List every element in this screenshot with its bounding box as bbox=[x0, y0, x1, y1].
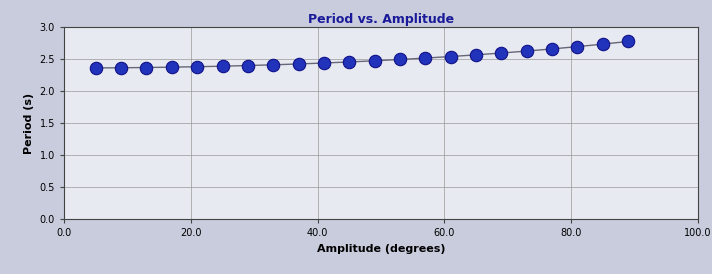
Point bbox=[268, 63, 279, 67]
Point bbox=[216, 64, 228, 68]
Point bbox=[419, 56, 431, 60]
Point bbox=[166, 65, 177, 69]
Point bbox=[470, 53, 481, 57]
Point bbox=[115, 65, 127, 70]
Point bbox=[622, 39, 634, 44]
Title: Period vs. Amplitude: Period vs. Amplitude bbox=[308, 13, 454, 26]
Point bbox=[90, 66, 101, 70]
Point bbox=[293, 62, 304, 66]
Point bbox=[242, 63, 253, 68]
Point bbox=[445, 54, 456, 59]
Point bbox=[141, 65, 152, 70]
X-axis label: Amplitude (degrees): Amplitude (degrees) bbox=[317, 244, 445, 254]
Point bbox=[192, 64, 203, 69]
Point bbox=[394, 57, 406, 62]
Point bbox=[546, 47, 557, 51]
Point bbox=[343, 60, 355, 64]
Point bbox=[597, 42, 608, 46]
Point bbox=[496, 51, 507, 55]
Y-axis label: Period (s): Period (s) bbox=[24, 93, 34, 154]
Point bbox=[572, 44, 583, 49]
Point bbox=[318, 61, 330, 65]
Point bbox=[369, 59, 380, 63]
Point bbox=[521, 49, 533, 53]
